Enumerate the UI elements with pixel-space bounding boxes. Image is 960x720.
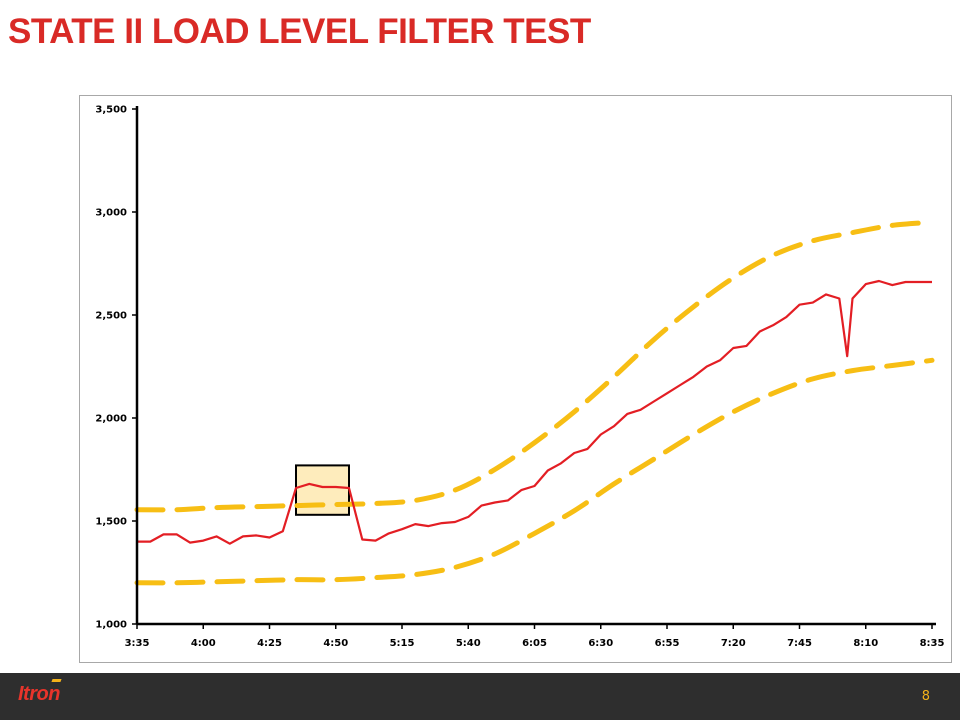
x-tick-label: 4:00 [191, 638, 216, 649]
y-tick-label: 3,500 [95, 105, 127, 116]
x-tick-label: 7:45 [787, 638, 812, 649]
x-tick-label: 7:20 [721, 638, 746, 649]
y-tick-label: 2,000 [95, 414, 127, 425]
limit-bands [134, 219, 935, 586]
logo-text: Itron [18, 683, 60, 705]
x-tick-label: 4:25 [257, 638, 282, 649]
y-tick-label: 2,500 [95, 311, 127, 322]
x-tick-label: 8:10 [853, 638, 878, 649]
load-series [137, 279, 932, 545]
page-number: 8 [921, 689, 930, 704]
x-tick-label: 6:55 [655, 638, 680, 649]
x-tick-label: 4:50 [323, 638, 348, 649]
x-tick-label: 6:05 [522, 638, 547, 649]
x-tick-label: 5:40 [456, 638, 481, 649]
axes: 1,000 1,500 2,000 2,500 3,000 3,500 3:35 4:00 4:… [95, 105, 944, 650]
load-level-chart: 1,000 1,500 2,000 2,500 3,000 3,500 3:35 4:00 4:… [95, 105, 944, 650]
load-line [137, 279, 932, 545]
slide-title: STATE II LOAD LEVEL FILTER TEST [8, 12, 591, 51]
x-tick-label: 3:35 [125, 638, 150, 649]
footer-bar: Itron 8 [0, 673, 960, 720]
y-tick-label: 1,000 [95, 620, 127, 631]
itron-logo: Itron [18, 679, 62, 706]
lower-limit-band [134, 357, 935, 586]
x-tick-label: 6:30 [588, 638, 613, 649]
x-tick-label: 8:35 [920, 638, 945, 649]
logo-accent-icon [51, 679, 62, 682]
x-tick-label: 5:15 [390, 638, 415, 649]
y-tick-label: 1,500 [95, 517, 127, 528]
chart-frame: 1,000 1,500 2,000 2,500 3,000 3,500 3:35 4:00 4:… [79, 95, 952, 663]
y-tick-label: 3,000 [95, 208, 127, 219]
upper-limit-band [134, 219, 935, 513]
